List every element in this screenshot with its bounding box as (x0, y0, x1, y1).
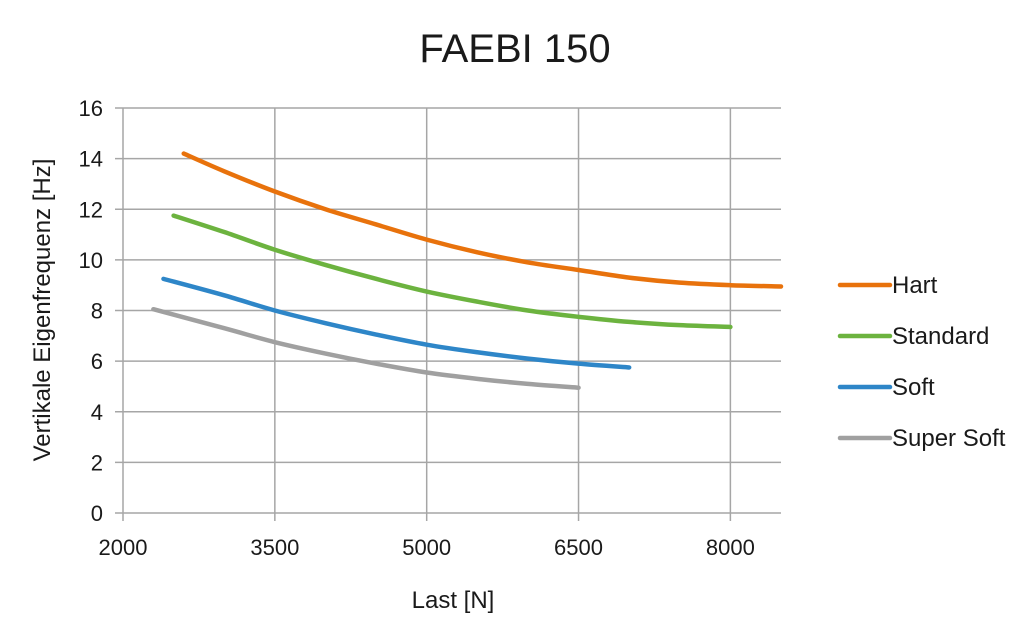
x-axis-label: Last [N] (412, 587, 495, 614)
legend-label-super-soft: Super Soft (892, 425, 1006, 452)
grid (123, 107, 781, 513)
legend-label-standard: Standard (892, 323, 989, 350)
x-tick-label: 6500 (554, 535, 603, 560)
legend-label-soft: Soft (892, 374, 935, 401)
series-line-super-soft (151, 306, 581, 390)
y-tick-label: 8 (91, 299, 103, 324)
y-tick-label: 4 (91, 400, 103, 425)
series-line-hart (181, 151, 784, 289)
x-tick-label: 2000 (99, 535, 148, 560)
series-lines (151, 151, 784, 390)
y-tick-label: 16 (79, 96, 103, 121)
x-tick-label: 8000 (706, 535, 755, 560)
y-axis-label: Vertikale Eigenfrequenz [Hz] (29, 159, 56, 462)
legend: Hart Standard Soft Super Soft (837, 272, 1006, 452)
legend-label-hart: Hart (892, 272, 938, 299)
x-tick-label: 3500 (250, 535, 299, 560)
y-tick-label: 6 (91, 349, 103, 374)
y-tick-label: 12 (79, 197, 103, 222)
y-tick-label: 14 (79, 147, 103, 172)
series-line-standard (171, 213, 733, 330)
tick-labels: 0 2 4 6 8 10 12 14 16 2000 3500 5000 6500 8000 (79, 96, 755, 560)
axes (115, 107, 781, 521)
series-line-soft (161, 276, 632, 370)
x-tick-label: 5000 (402, 535, 451, 560)
y-tick-label: 2 (91, 450, 103, 475)
y-tick-label: 0 (91, 501, 103, 526)
y-tick-label: 10 (79, 248, 103, 273)
chart-title: FAEBI 150 (419, 27, 610, 71)
